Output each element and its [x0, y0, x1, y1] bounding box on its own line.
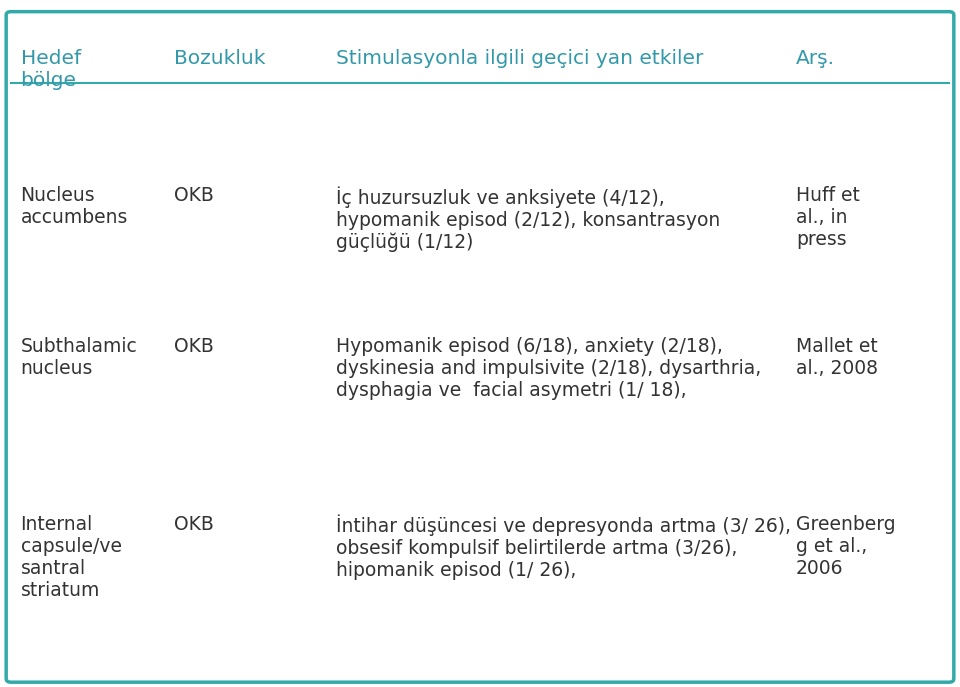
FancyBboxPatch shape: [6, 12, 954, 682]
Text: Huff et
al., in
press: Huff et al., in press: [796, 186, 860, 249]
Text: Greenberg
g et al.,
2006: Greenberg g et al., 2006: [796, 515, 896, 578]
Text: Mallet et
al., 2008: Mallet et al., 2008: [796, 337, 877, 378]
Text: Internal
capsule/ve
santral
striatum: Internal capsule/ve santral striatum: [20, 515, 122, 600]
Text: OKB: OKB: [174, 186, 213, 205]
Text: Nucleus
accumbens: Nucleus accumbens: [20, 186, 128, 227]
Text: OKB: OKB: [174, 337, 213, 356]
Text: Hypomanik episod (6/18), anxiety (2/18),
dyskinesia and impulsivite (2/18), dysa: Hypomanik episod (6/18), anxiety (2/18),…: [336, 337, 761, 400]
Text: Stimulasyonla ilgili geçici yan etkiler: Stimulasyonla ilgili geçici yan etkiler: [336, 49, 704, 68]
Text: Bozukluk: Bozukluk: [174, 49, 265, 68]
Text: İntihar düşüncesi ve depresyonda artma (3/ 26),
obsesif kompulsif belirtilerde a: İntihar düşüncesi ve depresyonda artma (…: [336, 515, 791, 580]
Text: Subthalamic
nucleus: Subthalamic nucleus: [20, 337, 137, 378]
Text: İç huzursuzluk ve anksiyete (4/12),
hypomanik episod (2/12), konsantrasyon
güçlü: İç huzursuzluk ve anksiyete (4/12), hypo…: [336, 186, 721, 252]
Text: OKB: OKB: [174, 515, 213, 534]
Text: Hedef
bölge: Hedef bölge: [20, 49, 81, 90]
Text: Arş.: Arş.: [796, 49, 835, 68]
